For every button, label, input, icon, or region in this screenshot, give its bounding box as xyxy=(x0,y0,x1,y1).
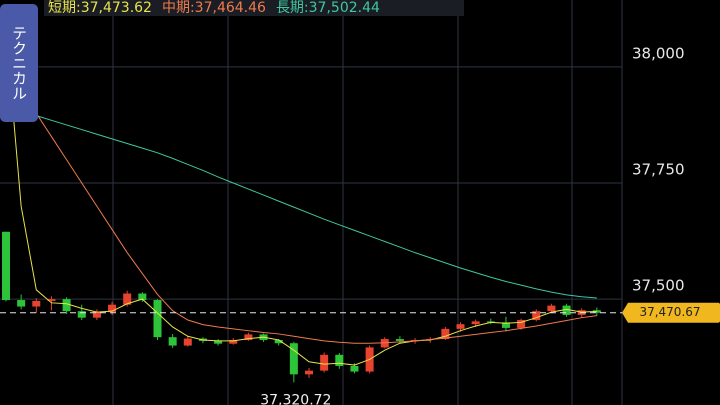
candle-body xyxy=(501,322,510,328)
candle-body xyxy=(350,365,359,372)
y-tick-label: 37,750 xyxy=(632,160,685,178)
candle-body xyxy=(305,370,313,375)
candle-body xyxy=(17,300,26,307)
overlay: 37,500 37,750 38,000 37,470.67 37,320.72 xyxy=(0,44,720,405)
legend: 短期:37,473.62 中期:37,464.46 長期:37,502.44 xyxy=(48,0,380,16)
candle-body xyxy=(547,305,556,312)
plot xyxy=(2,29,601,383)
candle-body xyxy=(320,354,329,371)
grid xyxy=(0,0,623,405)
ma-line xyxy=(5,71,597,344)
candle-body xyxy=(77,311,86,318)
candle-body xyxy=(441,328,450,340)
legend-bg xyxy=(44,0,464,16)
candle-body xyxy=(32,300,41,307)
candle-body xyxy=(471,321,480,325)
y-tick-label: 37,500 xyxy=(632,277,685,295)
y-tick-label: 38,000 xyxy=(632,44,685,62)
candle-body xyxy=(183,338,192,346)
technical-button[interactable] xyxy=(0,4,38,122)
current-price-tag xyxy=(622,302,720,323)
candle-body xyxy=(517,320,526,328)
candle-body xyxy=(108,304,117,313)
ma-line xyxy=(5,29,597,366)
candle-body xyxy=(153,300,162,338)
legend-entry: 中期:37,464.46 xyxy=(162,0,266,16)
candle-body xyxy=(62,299,71,312)
candle-body xyxy=(274,339,283,344)
current-price-label: 37,470.67 xyxy=(639,305,700,319)
candle-body xyxy=(168,337,177,346)
candle-body xyxy=(562,305,571,315)
candle-body xyxy=(138,293,147,301)
candle-body xyxy=(47,299,56,301)
candle-body xyxy=(289,343,298,375)
ma-line xyxy=(5,89,597,299)
candle-body xyxy=(532,311,541,321)
technical-button-label[interactable]: テクニカル xyxy=(10,26,28,101)
candle-body xyxy=(123,293,132,305)
candle-body xyxy=(244,334,253,340)
candle-body xyxy=(395,339,404,341)
candle-body xyxy=(229,339,238,344)
legend-entry: 長期:37,502.44 xyxy=(276,0,380,16)
legend-entry: 短期:37,473.62 xyxy=(48,0,152,16)
candle-body xyxy=(214,340,223,344)
candle-body xyxy=(2,231,10,301)
candle-body xyxy=(335,354,344,366)
low-annotation: 37,320.72 xyxy=(260,392,331,405)
candle-body xyxy=(456,324,465,329)
candle-body xyxy=(92,312,101,318)
